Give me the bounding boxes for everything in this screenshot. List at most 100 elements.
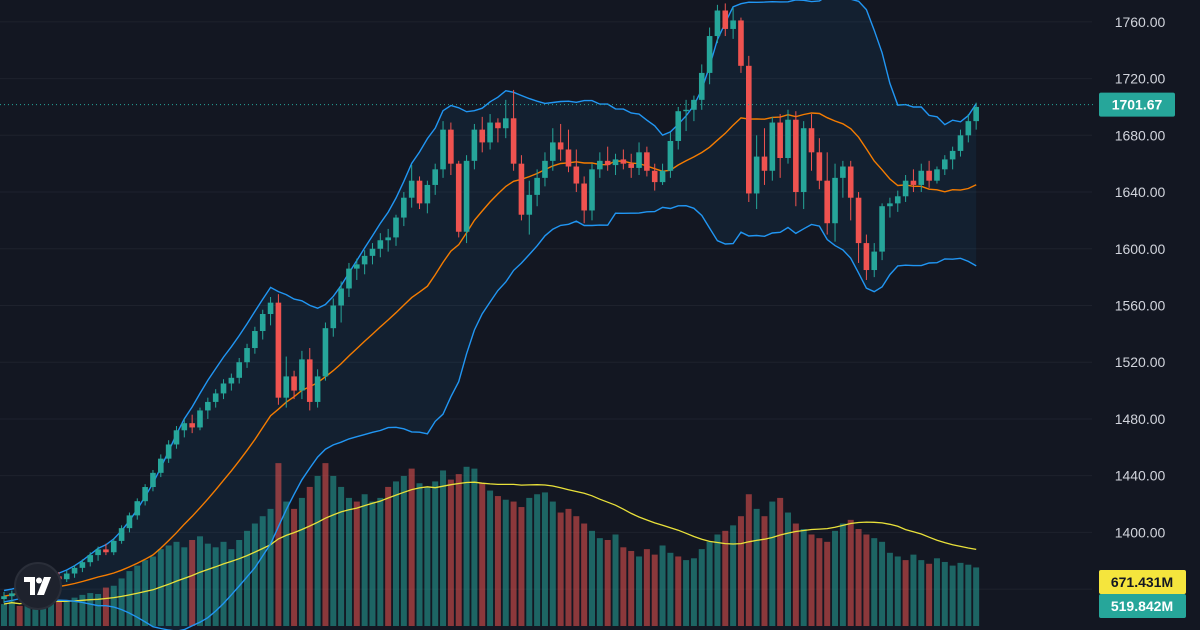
candle-48 (377, 233, 384, 258)
volume-bar-110 (863, 534, 870, 626)
volume-bar-88 (690, 558, 697, 626)
candle-body-18 (142, 487, 148, 502)
candle-body-84 (659, 170, 666, 183)
candle-body-42 (330, 305, 337, 329)
volume-bar-73 (573, 516, 580, 626)
candle-body-20 (158, 458, 164, 473)
candle-body-91 (714, 10, 721, 37)
volume-bar-8 (63, 600, 70, 626)
volume-bar-32 (251, 523, 258, 626)
volume-ma-label: 671.431M (1111, 574, 1173, 590)
candle-body-116 (910, 180, 917, 185)
volume-bar-39 (306, 486, 313, 626)
candle-40 (314, 369, 321, 408)
volume-bar-57 (447, 479, 454, 626)
volume-bar-27 (212, 547, 219, 626)
candle-body-10 (79, 562, 86, 568)
candle-body-9 (71, 567, 78, 574)
volume-bar-113 (886, 552, 893, 626)
candle-52 (408, 165, 415, 208)
volume-bar-111 (871, 538, 878, 626)
candle-99 (777, 114, 783, 178)
candle-26 (205, 397, 211, 419)
candle-71 (557, 123, 564, 161)
candle-79 (620, 149, 627, 170)
candle-81 (636, 142, 642, 176)
candle-8 (63, 570, 70, 583)
candle-98 (769, 116, 776, 181)
volume-bar-124 (973, 567, 980, 626)
volume-bar-64 (502, 499, 509, 626)
candle-body-56 (440, 129, 446, 170)
volume-bar-91 (714, 534, 721, 626)
candle-body-23 (181, 423, 188, 431)
candle-body-73 (573, 166, 580, 184)
volume-bar-92 (722, 530, 729, 626)
y-tick-label-4: 1600.00 (1115, 241, 1166, 257)
candle-body-43 (338, 288, 344, 306)
volume-bar-66 (518, 507, 525, 626)
candle-body-89 (698, 72, 705, 100)
candle-103 (808, 114, 815, 171)
volume-bar-58 (455, 474, 462, 626)
tradingview-logo-icon[interactable] (14, 562, 62, 610)
candle-56 (440, 121, 446, 178)
candle-29 (228, 373, 235, 391)
candle-body-36 (283, 376, 290, 398)
candle-1 (9, 590, 15, 602)
candle-body-102 (800, 128, 807, 193)
candle-body-97 (761, 156, 768, 171)
volume-bar-72 (565, 508, 572, 626)
candle-86 (675, 106, 682, 150)
volume-bar-18 (142, 560, 149, 626)
candle-body-104 (816, 152, 823, 181)
candle-body-88 (691, 99, 697, 110)
volume-bar-74 (581, 523, 588, 626)
candle-34 (267, 296, 274, 326)
candle-body-120 (942, 159, 948, 170)
volume-bar-82 (643, 549, 650, 626)
candle-body-62 (487, 122, 493, 143)
candle-78 (612, 153, 619, 176)
volume-label: 519.842M (1111, 598, 1173, 614)
candle-body-35 (275, 302, 282, 398)
candle-33 (259, 309, 266, 340)
candle-36 (283, 356, 290, 408)
candle-body-41 (322, 328, 329, 377)
candle-body-14 (110, 540, 117, 553)
candle-37 (291, 370, 297, 400)
candle-113 (887, 197, 893, 218)
volume-bar-38 (298, 497, 305, 626)
volume-bar-21 (165, 545, 172, 626)
last-price-label: 1701.67 (1112, 97, 1163, 113)
candle-body-57 (448, 129, 454, 164)
volume-bar-37 (291, 508, 298, 626)
volume-bar-28 (220, 541, 227, 626)
candle-body-113 (887, 203, 893, 207)
volume-bar-123 (965, 564, 972, 626)
candle-74 (581, 176, 587, 224)
candle-39 (306, 348, 313, 411)
y-tick-label-5: 1560.00 (1115, 297, 1166, 313)
candle-10 (79, 559, 86, 573)
candle-117 (918, 163, 925, 193)
candle-body-17 (134, 501, 141, 516)
candle-body-86 (675, 111, 682, 141)
candle-50 (393, 214, 399, 246)
candle-body-25 (197, 410, 203, 428)
volume-bar-61 (479, 483, 486, 626)
volume-bar-54 (424, 486, 431, 626)
volume-bar-46 (361, 494, 368, 626)
candle-55 (432, 163, 438, 195)
candle-111 (871, 243, 878, 278)
candle-body-101 (793, 119, 799, 193)
candle-body-72 (565, 149, 572, 167)
volume-bar-84 (659, 545, 666, 626)
candle-body-85 (667, 140, 674, 171)
candle-body-70 (550, 142, 556, 161)
candle-120 (942, 155, 948, 176)
candle-24 (189, 414, 195, 434)
volume-bar-43 (338, 486, 345, 626)
candle-body-49 (385, 237, 391, 241)
